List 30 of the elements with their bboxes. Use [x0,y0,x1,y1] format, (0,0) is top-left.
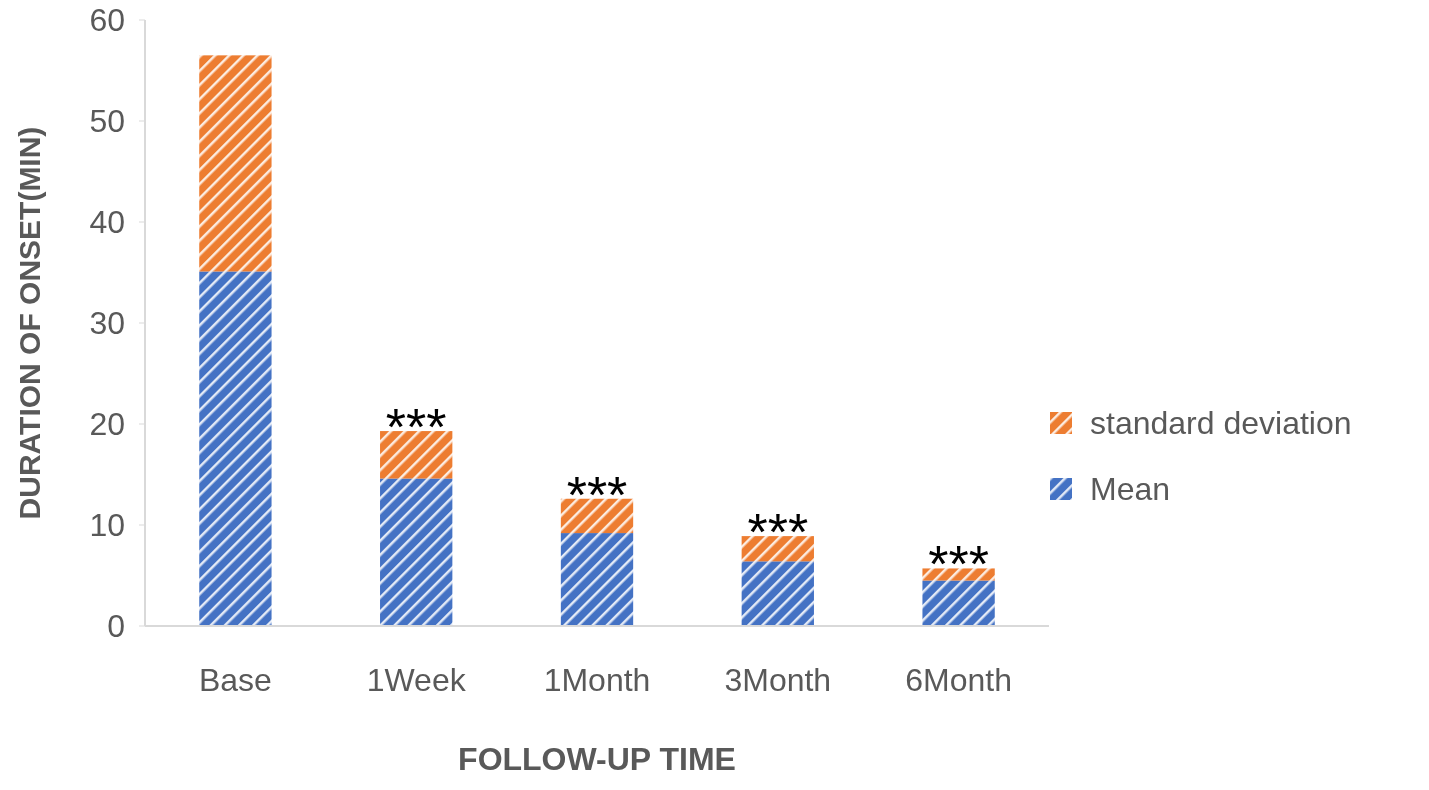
y-tick-label: 10 [89,507,125,544]
bar [922,580,995,626]
y-tick-label: 0 [107,608,125,645]
y-axis-title: DURATION OF ONSET(MIN) [13,126,46,520]
x-tick-label: 3Month [724,662,832,698]
annotation: *** [566,465,628,524]
y-tick-label: 60 [89,2,125,39]
bar [922,568,995,581]
x-tick-label: 1Month [543,662,651,698]
bar [741,536,814,562]
annotation: *** [928,535,989,594]
bar [199,271,272,626]
annotation: *** [747,503,809,562]
bar [380,478,453,626]
x-tick-label: 6Month [905,662,1012,698]
x-tick-label: 1Week [366,662,467,698]
bar [199,55,272,272]
x-axis-title: FOLLOW-UP TIME [458,741,736,777]
bar [560,498,634,534]
bar [380,431,453,479]
x-tick-label: Base [198,662,272,698]
annotation: *** [385,398,447,457]
y-tick-label: 40 [89,204,125,241]
bar [741,561,814,626]
legend-label: standard deviation [1090,405,1352,442]
legend-label: Mean [1090,471,1171,508]
bar [560,533,634,626]
y-tick-label: 20 [89,406,125,443]
y-tick-label: 50 [89,103,125,140]
y-tick-label: 30 [89,305,125,342]
